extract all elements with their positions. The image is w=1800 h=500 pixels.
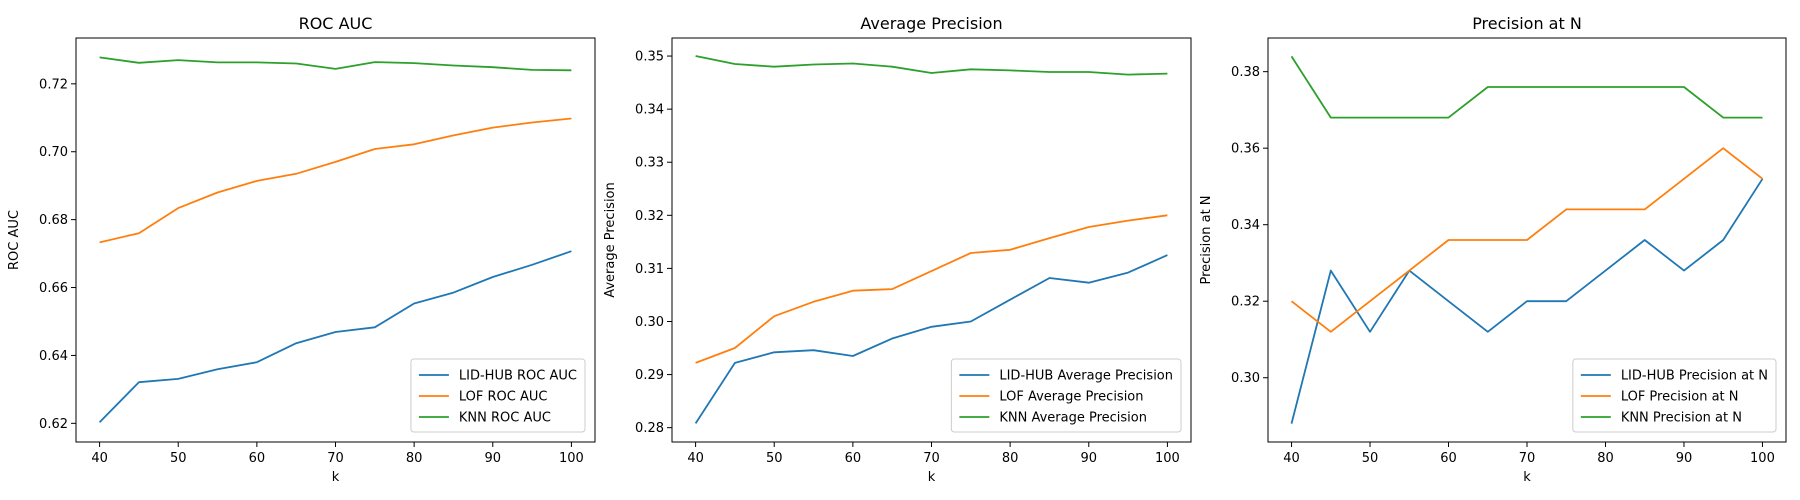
- x-tick-label: 50: [766, 451, 783, 466]
- x-tick-label: 60: [249, 451, 266, 466]
- x-tick-label: 50: [1362, 451, 1379, 466]
- chart-title: ROC AUC: [299, 14, 373, 33]
- series-line-3: [695, 55, 1168, 76]
- chart-2: Average Precision 40 50 60 70 80 90 100 0.28 0.29…: [603, 14, 1192, 485]
- y-tick-label: 0.66: [39, 281, 68, 296]
- chart-1: ROC AUC 40 50 60 70 80 90 100 0.62 0.64 0.66 0.68 0.…: [7, 14, 596, 485]
- y-tick-label: 0.64: [39, 349, 68, 364]
- y-tick-label: 0.30: [635, 315, 664, 330]
- x-tick-label: 100: [559, 451, 584, 466]
- x-tick-label: 90: [484, 451, 501, 466]
- x-tick-label: 40: [687, 451, 704, 466]
- x-axis-label: k: [332, 470, 340, 485]
- y-tick-label: 0.33: [635, 156, 664, 171]
- legend-label-2: LOF Average Precision: [999, 390, 1143, 405]
- y-tick-label: 0.28: [635, 421, 664, 436]
- legend-label-1: LID-HUB ROC AUC: [459, 369, 577, 384]
- x-tick-label: 40: [1283, 451, 1300, 466]
- legend: LID-HUB Precision at N LOF Precision at N…: [1572, 358, 1777, 433]
- y-tick-label: 0.32: [635, 209, 664, 224]
- legend-label-1: LID-HUB Average Precision: [999, 369, 1173, 384]
- y-tick-label: 0.32: [1231, 295, 1260, 310]
- y-tick-label: 0.31: [635, 262, 664, 277]
- y-tick-label: 0.30: [1231, 371, 1260, 386]
- x-tick-label: 90: [1080, 451, 1097, 466]
- chart-3: Precision at N 40 50 60 70 80 90 100 0.30 0.32 0.3…: [1199, 14, 1787, 485]
- x-axis-label: k: [928, 470, 936, 485]
- legend-label-3: KNN ROC AUC: [459, 411, 551, 426]
- x-tick-label: 70: [923, 451, 940, 466]
- x-tick-label: 100: [1750, 451, 1775, 466]
- y-tick-label: 0.29: [635, 368, 664, 383]
- y-tick-label: 0.35: [635, 50, 664, 65]
- x-tick-label: 70: [327, 451, 344, 466]
- chart-title: Average Precision: [860, 14, 1002, 33]
- y-axis-label: ROC AUC: [7, 210, 22, 270]
- y-axis-label: Precision at N: [1199, 195, 1214, 284]
- x-tick-label: 60: [1440, 451, 1457, 466]
- x-tick-label: 40: [91, 451, 108, 466]
- legend-box: [950, 358, 1182, 433]
- legend: LID-HUB ROC AUC LOF ROC AUC KNN ROC AUC: [410, 358, 586, 433]
- y-tick-label: 0.62: [39, 417, 68, 432]
- x-tick-label: 80: [1002, 451, 1019, 466]
- legend-label-3: KNN Precision at N: [1621, 411, 1742, 426]
- legend-label-2: LOF ROC AUC: [459, 390, 548, 405]
- x-axis-label: k: [1523, 470, 1531, 485]
- y-tick-label: 0.34: [1231, 218, 1260, 233]
- series-line-1: [694, 254, 1168, 424]
- legend-box: [410, 358, 586, 433]
- y-axis-label: Average Precision: [603, 182, 618, 298]
- series-line-3: [1290, 55, 1763, 119]
- y-tick-label: 0.70: [39, 145, 68, 160]
- x-tick-label: 70: [1519, 451, 1536, 466]
- legend-box: [1572, 358, 1777, 433]
- series-line-2: [1290, 147, 1764, 333]
- x-tick-label: 80: [406, 451, 423, 466]
- y-tick-label: 0.34: [635, 103, 664, 118]
- series-line-1: [1290, 178, 1764, 424]
- legend-label-1: LID-HUB Precision at N: [1621, 369, 1768, 384]
- y-tick-label: 0.72: [39, 77, 68, 92]
- y-tick-label: 0.38: [1231, 65, 1260, 80]
- x-tick-label: 90: [1676, 451, 1693, 466]
- legend-label-2: LOF Precision at N: [1621, 390, 1739, 405]
- legend: LID-HUB Average Precision LOF Average Pre…: [950, 358, 1182, 433]
- x-tick-label: 80: [1597, 451, 1614, 466]
- series-line-2: [695, 214, 1168, 364]
- series-line-3: [99, 56, 572, 72]
- series-line-2: [99, 117, 572, 244]
- series-line-1: [98, 250, 572, 423]
- x-tick-label: 60: [845, 451, 862, 466]
- y-tick-label: 0.36: [1231, 142, 1260, 157]
- x-tick-label: 50: [170, 451, 187, 466]
- legend-label-3: KNN Average Precision: [999, 411, 1147, 426]
- x-tick-label: 100: [1155, 451, 1180, 466]
- y-tick-label: 0.68: [39, 213, 68, 228]
- chart-title: Precision at N: [1472, 14, 1582, 33]
